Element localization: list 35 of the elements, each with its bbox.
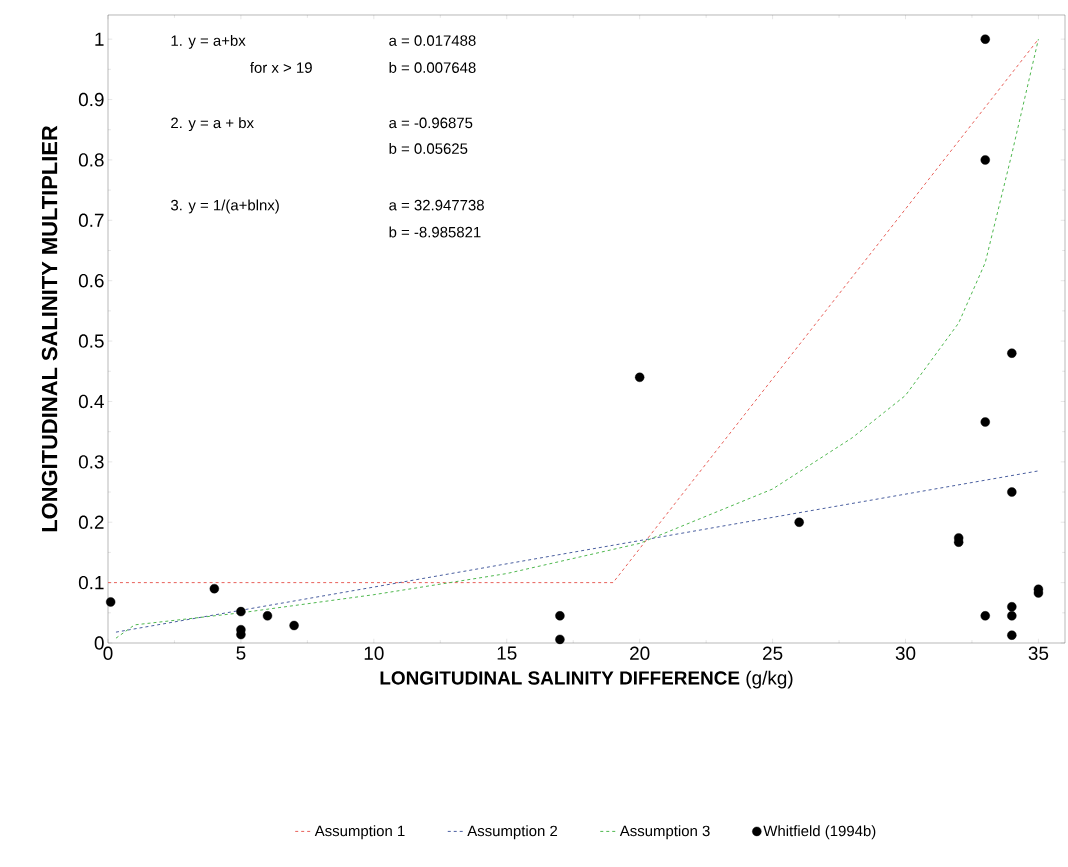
y-tick-label: 1: [95, 32, 104, 46]
y-tick-label: 0: [94, 636, 104, 650]
annotation: a = 32.947738: [389, 199, 484, 211]
legend-label: Whitfield (1994b): [763, 825, 876, 840]
x-axis-title: LONGITUDINAL SALINITY DIFFERENCE (g/kg): [380, 670, 793, 689]
y-axis-title: LONGITUDINAL SALINITY MULTIPLIER: [41, 125, 58, 532]
y-tick-label: 0.3: [78, 455, 104, 469]
y-tick-label: 0.6: [78, 273, 104, 288]
x-tick-label: 15: [497, 646, 517, 660]
y-tick-label: 0.7: [78, 213, 104, 228]
x-tick-label: 10: [364, 646, 384, 660]
annotation: a = -0.96875: [389, 117, 473, 129]
x-tick-label: 25: [763, 646, 783, 660]
y-tick-label: 0.9: [78, 92, 104, 107]
annotation: 1. y = a+bx: [171, 34, 246, 49]
y-tick-label: 0.8: [78, 153, 104, 167]
y-tick-label: 0.4: [78, 394, 104, 409]
y-tick-label: 0.1: [78, 575, 104, 590]
legend-label: Assumption 1: [314, 825, 405, 840]
annotation: 2. y = a + bx: [171, 117, 254, 132]
legend-label: Assumption 2: [467, 825, 558, 840]
y-tick-label: 0.2: [78, 515, 104, 529]
annotation: 3. y = 1/(a+blnx): [170, 199, 279, 214]
y-tick-label: 0.5: [78, 334, 104, 348]
x-tick-label: 5: [236, 646, 246, 660]
x-tick-label: 20: [630, 646, 650, 660]
annotation: b = -8.985821: [389, 226, 481, 238]
annotation: a = 0.017488: [389, 35, 476, 46]
x-tick-label: 35: [1028, 646, 1049, 660]
annotation: b = 0.05625: [389, 142, 468, 154]
legend-label: Assumption 3: [619, 825, 710, 840]
x-tick-label: 0: [103, 646, 113, 660]
x-tick-label: 30: [895, 646, 916, 660]
annotation: for x > 19: [250, 61, 312, 73]
annotation: b = 0.007648: [389, 61, 476, 73]
